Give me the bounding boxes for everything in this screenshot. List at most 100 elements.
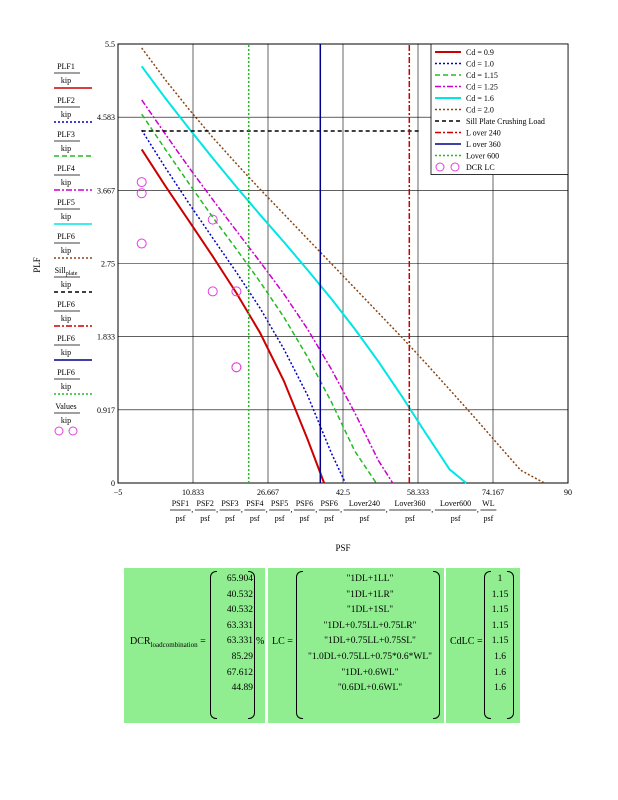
y-fraction-denominator: kip <box>61 280 71 289</box>
x-fraction-numerator: Lover360 <box>394 499 425 508</box>
cdlc-value: 1.6 <box>494 683 506 694</box>
y-fraction-numerator: PLF3 <box>57 130 75 139</box>
dcr-label: DCRloadcombination = <box>130 636 206 649</box>
dcr-unit: % <box>256 636 265 647</box>
dcr-value: 44.89 <box>231 683 253 694</box>
scatter-point <box>207 286 218 297</box>
dcr-bracket-right <box>248 571 255 719</box>
legend-swatch <box>435 162 445 172</box>
y-fraction-numerator: PLF6 <box>57 368 75 377</box>
y-fraction-denominator: kip <box>61 314 71 323</box>
y-fraction-denominator: kip <box>61 144 71 153</box>
plf-psf-chart: −5 10.833 26.667 42.5 58.333 74.167 90 0 0.917 1.… <box>32 40 572 553</box>
y-fraction-numerator: PLF1 <box>57 62 75 71</box>
x-fraction-numerator: PSF3 <box>221 499 238 508</box>
x-fraction-numerator: Lover240 <box>349 499 380 508</box>
cdlc-value: 1.15 <box>491 589 509 600</box>
cdlc-value: 1.6 <box>494 667 506 678</box>
legend-label: DCR LC <box>466 163 495 172</box>
x-tick-label: 74.167 <box>482 488 504 497</box>
x-fraction-comma: , <box>191 505 193 514</box>
x-tick-label: 42.5 <box>336 488 350 497</box>
x-fraction-denominator: psf <box>200 514 210 523</box>
x-fraction-comma: , <box>477 505 479 514</box>
cdlc-value: 1.6 <box>494 651 506 662</box>
series-line-4 <box>140 65 467 484</box>
legend-label: Cd = 0.9 <box>466 48 494 57</box>
lc-label: LC = <box>272 636 293 647</box>
series-line-0 <box>140 148 326 484</box>
legend-label: Sill Plate Crushing Load <box>466 117 545 126</box>
lc-value: "1DL+0.6WL" <box>341 667 399 678</box>
y-fraction-numerator: Values <box>55 402 76 411</box>
y-fraction-denominator: kip <box>61 178 71 187</box>
dcr-value: 67.612 <box>226 667 253 678</box>
lc-value: "1DL+1LR" <box>346 589 394 600</box>
y-fraction-numerator: PLF5 <box>57 198 75 207</box>
y-axis-label: PLF <box>32 257 42 273</box>
x-fraction-denominator: psf <box>360 514 370 523</box>
y-fraction-numerator: PLF6 <box>57 334 75 343</box>
legend-label: Cd = 1.15 <box>466 71 498 80</box>
legend-swatch <box>450 162 460 172</box>
legend-label: Cd = 2.0 <box>466 106 494 115</box>
series-layer <box>140 44 545 484</box>
x-fraction-denominator: psf <box>324 514 334 523</box>
x-fraction-numerator: PSF4 <box>246 499 263 508</box>
x-fraction-numerator: PSF6 <box>296 499 313 508</box>
y-fraction-denominator: kip <box>61 246 71 255</box>
x-fraction-denominator: psf <box>484 514 494 523</box>
cdlc-label: CdLC = <box>450 636 483 647</box>
y-fraction-numerator: PLF6 <box>57 232 75 241</box>
x-fraction-numerator: PSF5 <box>271 499 288 508</box>
lc-value: "1DL+1SL" <box>346 605 394 616</box>
scatter-layer <box>136 177 242 373</box>
y-tick-label: 4.583 <box>97 113 115 122</box>
x-fraction-comma: , <box>386 505 388 514</box>
y-fraction-denominator: kip <box>61 416 71 425</box>
cdlc-value: 1.15 <box>491 620 509 631</box>
y-tick-label: 0.917 <box>97 406 115 415</box>
x-fraction-denominator: psf <box>405 514 415 523</box>
plot-frame <box>117 43 569 484</box>
x-fraction-comma: , <box>216 505 218 514</box>
y-fraction-swatch <box>54 426 64 436</box>
x-fraction-numerator: PSF2 <box>197 499 214 508</box>
x-fraction-denominator: psf <box>250 514 260 523</box>
x-fraction-denominator: psf <box>300 514 310 523</box>
scatter-point <box>136 188 147 199</box>
lc-value: "1.0DL+0.75LL+0.75*0.6*WL" <box>307 651 432 662</box>
dcr-value: 63.331 <box>226 620 253 631</box>
y-fraction-numerator: Sillplate <box>55 266 78 277</box>
lc-value: "1DL+0.75LL+0.75LR" <box>323 620 417 631</box>
x-fraction-comma: , <box>291 505 293 514</box>
cdlc-value: 1.15 <box>491 605 509 616</box>
y-fraction-swatch <box>68 426 78 436</box>
lc-value: "1DL+0.75LL+0.75SL" <box>324 636 416 647</box>
y-fraction-denominator: kip <box>61 348 71 357</box>
lc-bracket-right <box>433 571 440 719</box>
x-fraction-comma: , <box>340 505 342 514</box>
y-fraction-numerator: PLF6 <box>57 300 75 309</box>
x-fraction-numerator: Lover600 <box>440 499 471 508</box>
legend: Cd = 0.9 Cd = 1.0 Cd = 1.15 Cd = 1.25 Cd = 1… <box>430 43 569 175</box>
scatter-point <box>207 214 218 225</box>
x-fraction-denominator: psf <box>275 514 285 523</box>
y-tick-label: 5.5 <box>105 40 115 49</box>
legend-label: L over 360 <box>466 140 501 149</box>
cdlc-panel: CdLC = 1 1.15 1.15 1.15 1.15 1.6 1.6 1.6 <box>446 568 520 723</box>
y-tick-label: 3.667 <box>97 186 115 195</box>
x-fraction-denominator: psf <box>176 514 186 523</box>
x-fraction-comma: , <box>315 505 317 514</box>
x-fraction-numerator: PSF1 <box>172 499 189 508</box>
y-axis-expression: PLF1 kip PLF2 kip PLF3 kip PLF4 kip PLF5 kip PLF6 k… <box>54 62 92 436</box>
x-fraction-denominator: psf <box>451 514 461 523</box>
series-line-5 <box>141 47 545 484</box>
legend-label: Cd = 1.6 <box>466 94 494 103</box>
dcr-value: 63.331 <box>226 636 253 647</box>
dcr-value: 65.904 <box>226 574 253 584</box>
lc-bracket-left <box>296 571 303 719</box>
y-fraction-denominator: kip <box>61 212 71 221</box>
x-fraction-comma: , <box>266 505 268 514</box>
y-tick-label: 2.75 <box>101 260 115 269</box>
